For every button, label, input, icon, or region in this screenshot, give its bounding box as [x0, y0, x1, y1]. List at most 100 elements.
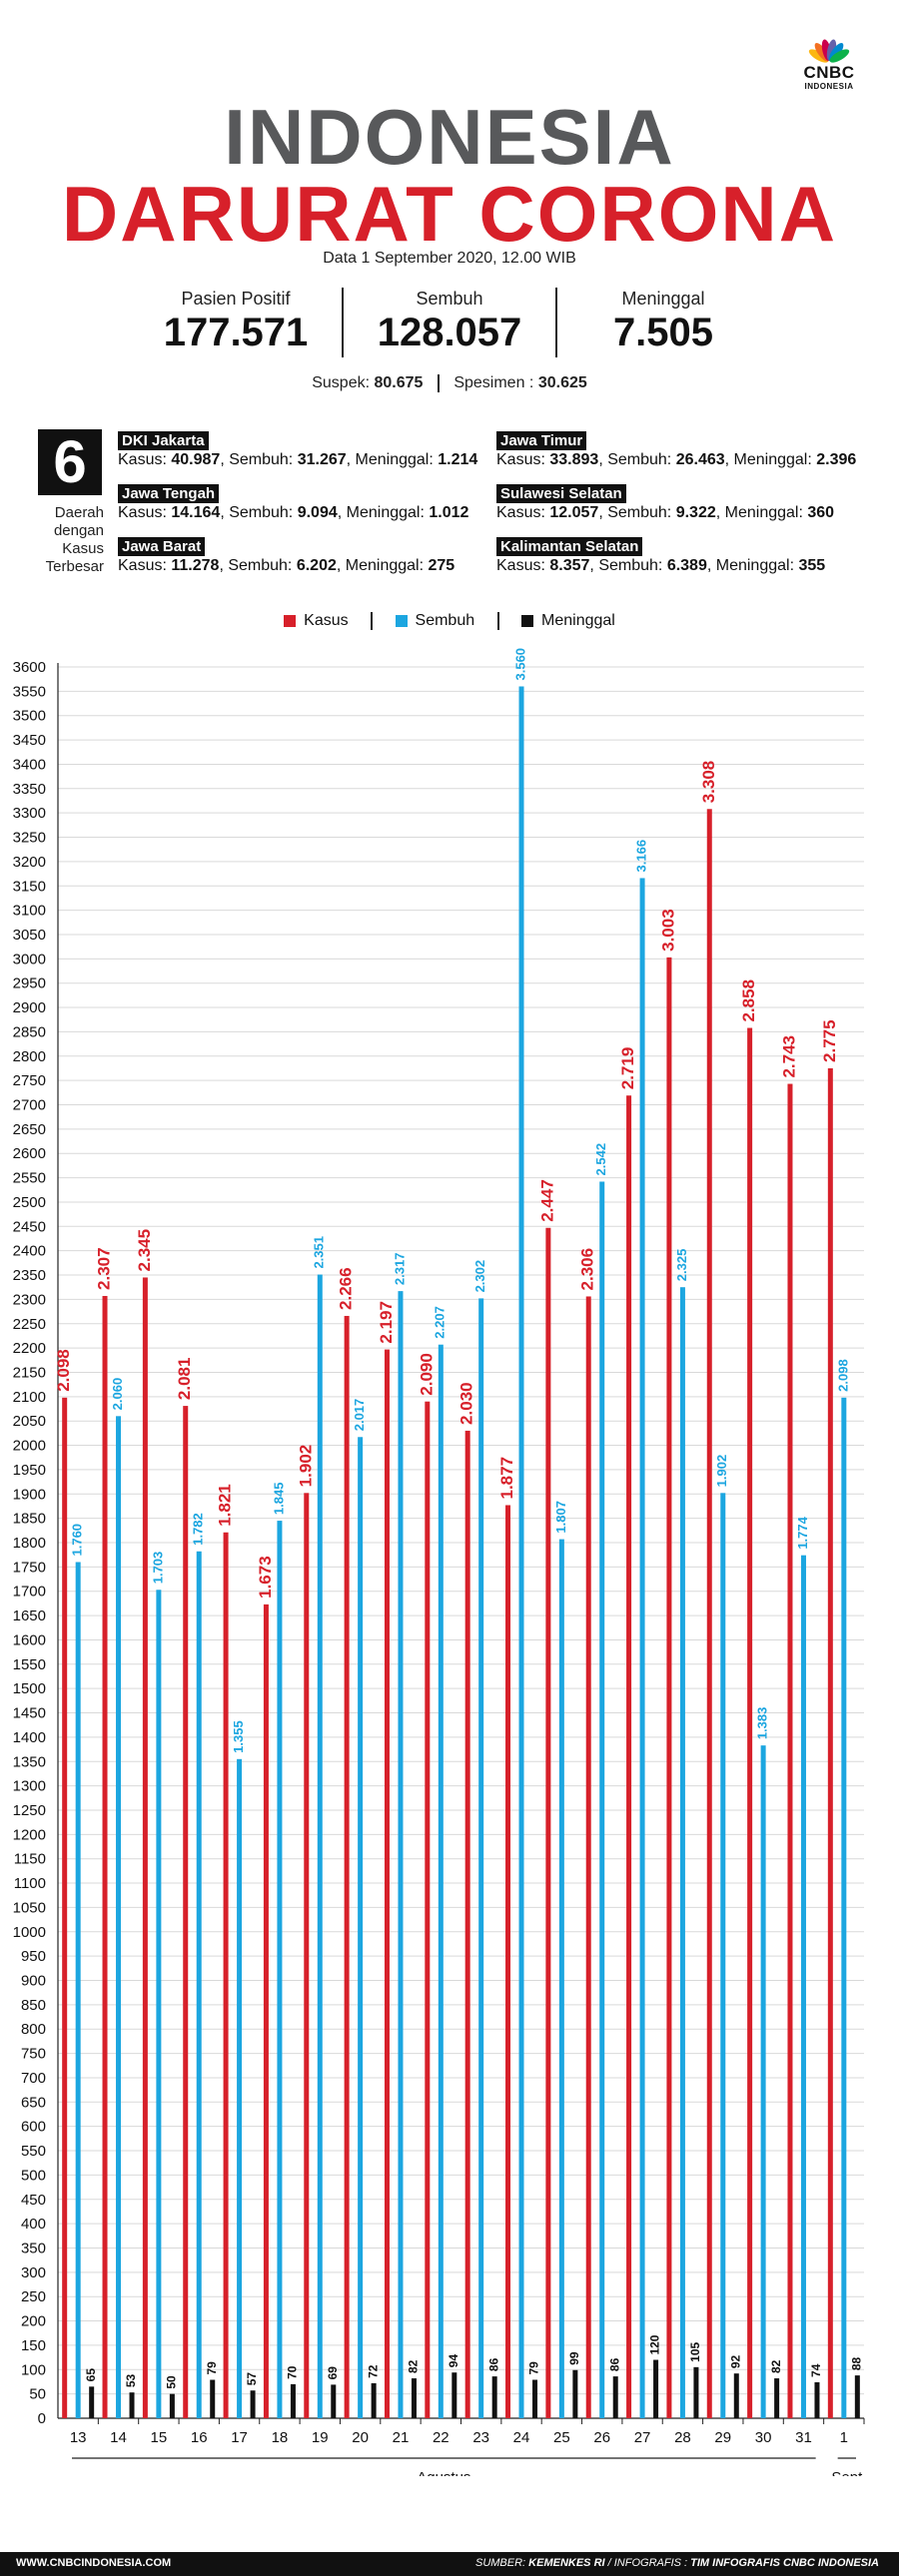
data-label-kasus: 2.197	[377, 1301, 396, 1344]
y-tick-label: 400	[21, 2216, 46, 2233]
bar-sembuh	[599, 1181, 605, 2418]
stat-died-label: Meninggal	[621, 289, 705, 309]
bar-meninggal	[210, 2379, 216, 2418]
region-item: Sulawesi Selatan Kasus: 12.057, Sembuh: …	[496, 484, 886, 523]
bar-sembuh	[317, 1274, 323, 2418]
x-tick-label: 28	[674, 2429, 691, 2446]
bar-kasus	[585, 1296, 591, 2418]
bar-kasus	[787, 1083, 793, 2418]
x-tick-label: 22	[433, 2429, 450, 2446]
bar-sembuh	[277, 1521, 283, 2418]
bar-meninggal	[532, 2379, 538, 2418]
x-tick-label: 31	[795, 2429, 812, 2446]
bar-meninggal	[290, 2383, 296, 2418]
y-tick-label: 2150	[13, 1364, 46, 1381]
bar-meninggal	[371, 2382, 377, 2418]
y-tick-label: 3100	[13, 903, 46, 920]
bar-sembuh	[196, 1551, 202, 2418]
sub-stats: Suspek: 80.675 Spesimen : 30.625	[0, 374, 899, 392]
bar-meninggal	[129, 2392, 135, 2418]
data-label-sembuh: 2.317	[392, 1253, 407, 1286]
bar-sembuh	[156, 1590, 162, 2418]
data-label-sembuh: 1.760	[70, 1524, 85, 1557]
stat-positive-label: Pasien Positif	[181, 289, 291, 309]
chart-legend: Kasus Sembuh Meninggal	[0, 611, 899, 631]
y-tick-label: 700	[21, 2070, 46, 2087]
title-line1: INDONESIA	[224, 93, 675, 181]
region-name: Kalimantan Selatan	[496, 537, 643, 556]
bar-kasus	[183, 1406, 189, 2418]
y-tick-label: 1300	[13, 1778, 46, 1795]
data-label-meninggal: 50	[165, 2375, 179, 2389]
bar-sembuh	[398, 1291, 404, 2418]
region-item: Jawa Timur Kasus: 33.893, Sembuh: 26.463…	[496, 431, 886, 470]
y-tick-label: 2500	[13, 1194, 46, 1211]
bar-kasus	[344, 1315, 350, 2418]
bar-sembuh	[75, 1562, 81, 2418]
bar-kasus	[142, 1277, 148, 2418]
x-tick-label: 1	[840, 2429, 848, 2446]
y-tick-label: 1500	[13, 1680, 46, 1697]
month-label: Agustus	[417, 2469, 470, 2476]
bar-sembuh	[358, 1437, 364, 2418]
y-tick-label: 2350	[13, 1267, 46, 1284]
month-label: Sept	[831, 2469, 863, 2476]
data-label-meninggal: 53	[124, 2374, 138, 2388]
data-label-meninggal: 86	[486, 2357, 500, 2371]
y-tick-label: 300	[21, 2264, 46, 2281]
bar-meninggal	[451, 2372, 457, 2418]
data-label-sembuh: 2.207	[433, 1306, 448, 1339]
logo-subtext: INDONESIA	[804, 82, 854, 91]
bar-sembuh	[639, 878, 645, 2418]
region-caption-line: Daerah	[54, 504, 104, 521]
bar-sembuh	[760, 1745, 766, 2418]
data-label-meninggal: 120	[648, 2334, 662, 2354]
data-label-kasus: 2.743	[779, 1035, 798, 1078]
bar-sembuh	[841, 1397, 847, 2418]
data-label-sembuh: 2.325	[674, 1249, 689, 1282]
region-item: DKI Jakarta Kasus: 40.987, Sembuh: 31.26…	[118, 431, 507, 470]
y-tick-label: 250	[21, 2288, 46, 2305]
data-label-meninggal: 79	[527, 2361, 541, 2375]
data-label-sembuh: 2.542	[593, 1143, 608, 1176]
data-label-kasus: 2.266	[337, 1267, 356, 1310]
data-label-sembuh: 1.774	[795, 1516, 810, 1549]
data-label-meninggal: 86	[607, 2357, 621, 2371]
bar-kasus	[384, 1349, 390, 2418]
x-tick-label: 30	[755, 2429, 772, 2446]
region-detail: Kasus: 12.057, Sembuh: 9.322, Meninggal:…	[496, 504, 835, 521]
y-tick-label: 1050	[13, 1899, 46, 1916]
y-tick-label: 50	[29, 2386, 46, 2403]
y-tick-label: 1850	[13, 1511, 46, 1528]
region-name: Jawa Barat	[118, 537, 206, 556]
region-caption-line: Terbesar	[45, 558, 104, 575]
data-label-meninggal: 99	[567, 2351, 581, 2365]
footer: WWW.CNBCINDONESIA.COM SUMBER: KEMENKES R…	[0, 2552, 899, 2576]
data-label-meninggal: 70	[286, 2365, 300, 2379]
bar-meninggal	[774, 2378, 780, 2418]
bar-meninggal	[169, 2393, 175, 2418]
bar-meninggal	[250, 2390, 256, 2418]
bar-sembuh	[518, 686, 524, 2418]
stat-positive: Pasien Positif 177.571	[130, 288, 342, 357]
bar-kasus	[626, 1095, 632, 2418]
summary-stats: Pasien Positif 177.571 Sembuh 128.057 Me…	[130, 288, 769, 357]
y-tick-label: 3450	[13, 732, 46, 749]
y-tick-label: 900	[21, 1973, 46, 1990]
data-label-sembuh: 3.560	[512, 648, 527, 681]
region-name: Sulawesi Selatan	[496, 484, 626, 503]
bar-sembuh	[679, 1287, 685, 2418]
legend-item-kasus: Kasus	[284, 611, 349, 631]
data-label-kasus: 1.673	[256, 1556, 275, 1599]
x-tick-label: 15	[151, 2429, 168, 2446]
region-item: Jawa Barat Kasus: 11.278, Sembuh: 6.202,…	[118, 537, 507, 576]
y-tick-label: 1100	[14, 1875, 46, 1892]
bar-meninggal	[572, 2369, 578, 2418]
data-label-meninggal: 65	[84, 2368, 98, 2382]
divider	[437, 374, 440, 392]
y-tick-label: 350	[21, 2240, 46, 2256]
x-tick-label: 27	[634, 2429, 651, 2446]
data-label-kasus: 2.098	[54, 1349, 73, 1392]
data-label-meninggal: 79	[205, 2361, 219, 2375]
data-label-sembuh: 1.902	[714, 1455, 729, 1488]
